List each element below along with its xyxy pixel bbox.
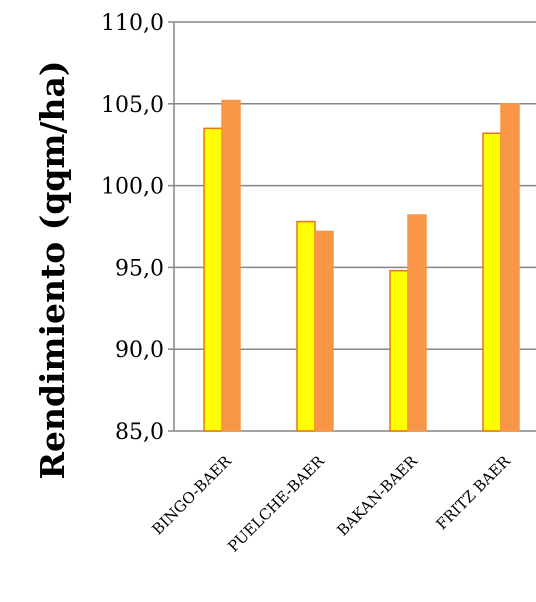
y-tick-label: 95,0: [115, 256, 164, 281]
x-category-label: FRITZ BAER: [433, 452, 515, 534]
x-category-label: BINGO-BAER: [149, 452, 236, 539]
bar-series1: [389, 269, 409, 432]
y-tick-labels: 85,0 90,0 95,0 100,0 105,0 110,0: [101, 11, 164, 445]
bars: [203, 99, 520, 432]
bar-series2: [500, 103, 520, 432]
bar-series1: [203, 127, 223, 432]
y-tick-label: 105,0: [101, 93, 164, 118]
bar-series2: [221, 99, 241, 432]
x-category-label: PUELCHE-BAER: [224, 452, 328, 556]
bar-series2: [407, 214, 427, 432]
x-category-label: BAKAN-BAER: [333, 452, 421, 540]
bar-series1: [296, 220, 316, 432]
y-axis-label: Rendimiento (qqm/ha): [33, 61, 72, 480]
y-tick-label: 100,0: [101, 175, 164, 200]
y-tick-label: 90,0: [115, 338, 164, 363]
y-tick-label: 85,0: [115, 420, 164, 445]
y-tick-label: 110,0: [101, 11, 164, 36]
bar-series1: [482, 132, 502, 432]
bar-series2: [314, 230, 334, 432]
